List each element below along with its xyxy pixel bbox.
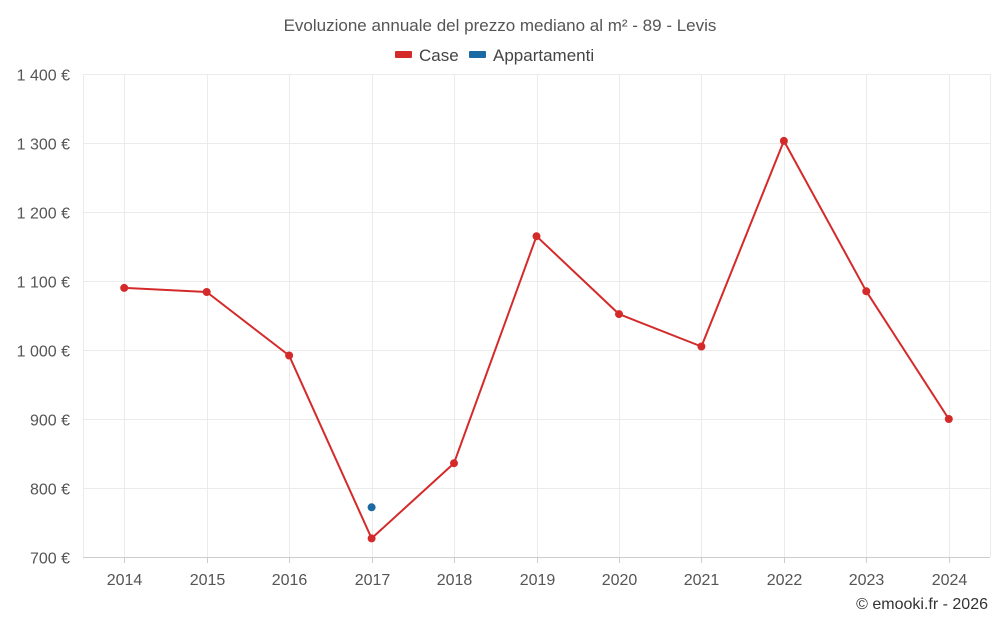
legend-swatch-case xyxy=(395,51,412,58)
y-axis: 700 € 800 € 900 € 1 000 € 1 100 € 1 200 € 1 30… xyxy=(17,68,70,568)
data-point-case[interactable] xyxy=(532,232,541,241)
data-point-case[interactable] xyxy=(944,415,953,423)
y-tick-label: 1 400 € xyxy=(17,68,70,85)
data-point-case[interactable] xyxy=(615,310,623,319)
legend-swatch-appartamenti xyxy=(469,51,486,58)
series-line-case xyxy=(124,139,950,540)
x-tick-label: 2017 xyxy=(355,572,391,589)
y-tick-label: 1 100 € xyxy=(17,275,70,292)
legend-item-case[interactable]: Case xyxy=(395,46,459,65)
data-point-case[interactable] xyxy=(779,136,788,145)
plot-area xyxy=(120,136,953,543)
x-tick-label: 2014 xyxy=(107,572,143,589)
y-tick-label: 900 € xyxy=(30,413,70,430)
y-tick-label: 800 € xyxy=(30,482,70,499)
x-tick-label: 2022 xyxy=(767,572,803,589)
x-tick-label: 2021 xyxy=(684,572,720,589)
data-point-case[interactable] xyxy=(285,351,294,360)
x-tick-label: 2020 xyxy=(602,572,638,589)
x-tick-label: 2016 xyxy=(272,572,308,589)
y-tick-label: 700 € xyxy=(30,551,70,568)
data-point-case[interactable] xyxy=(202,288,211,296)
x-tick-label: 2018 xyxy=(437,572,473,589)
x-tick-label: 2019 xyxy=(520,572,556,589)
data-point-case[interactable] xyxy=(450,459,458,468)
data-point-case[interactable] xyxy=(120,283,129,292)
x-tick-label: 2024 xyxy=(932,572,968,589)
x-tick-label: 2023 xyxy=(849,572,885,589)
data-point-case[interactable] xyxy=(862,287,871,296)
legend-label-appartamenti: Appartamenti xyxy=(493,46,594,65)
chart-title: Evoluzione annuale del prezzo mediano al… xyxy=(284,16,717,35)
y-tick-label: 1 000 € xyxy=(17,344,70,361)
x-tick-label: 2015 xyxy=(190,572,226,589)
legend-item-appartamenti[interactable]: Appartamenti xyxy=(469,46,594,65)
grid-layer xyxy=(83,74,991,558)
credit-text: © emooki.fr - 2026 xyxy=(856,596,988,613)
x-axis: 2014 2015 2016 2017 2018 2019 2020 2021 2022 2023… xyxy=(107,557,968,589)
data-point-case[interactable] xyxy=(367,534,376,543)
data-point-appartamenti[interactable] xyxy=(367,503,376,512)
y-tick-label: 1 300 € xyxy=(17,137,70,154)
y-tick-label: 1 200 € xyxy=(17,206,70,223)
legend: Case Appartamenti xyxy=(395,46,594,65)
data-point-case[interactable] xyxy=(697,342,706,351)
legend-label-case: Case xyxy=(419,46,459,65)
